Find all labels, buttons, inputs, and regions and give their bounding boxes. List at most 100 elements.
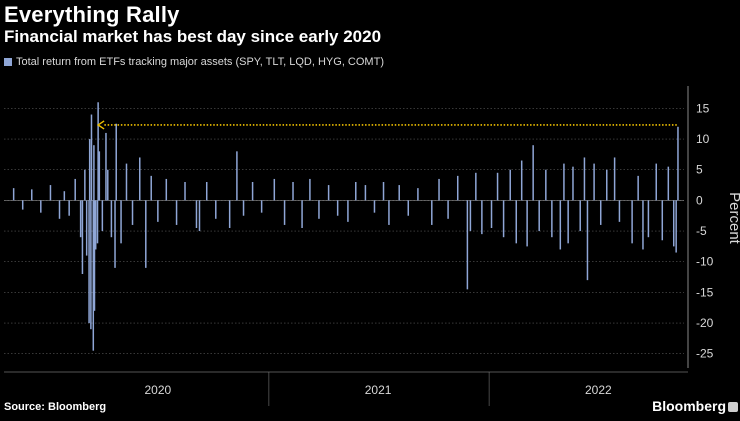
data-bar <box>90 114 93 201</box>
data-bar <box>260 200 263 213</box>
data-bar <box>447 200 449 219</box>
data-bar <box>85 200 88 256</box>
chart-subtitle: Financial market has best day since earl… <box>4 27 382 46</box>
y-tick-label: 5 <box>696 163 703 177</box>
data-bar <box>545 169 547 201</box>
data-bar <box>12 188 15 201</box>
data-bar <box>642 200 644 250</box>
data-bar <box>93 200 96 311</box>
data-bar <box>364 185 367 201</box>
data-bar <box>456 175 459 201</box>
data-bar <box>98 151 101 201</box>
data-bar <box>431 200 433 225</box>
y-tick-label: -10 <box>696 255 714 269</box>
data-bar <box>586 200 589 281</box>
data-bar <box>559 200 562 250</box>
data-bar <box>647 200 650 238</box>
data-bar <box>490 200 493 228</box>
chart-title: Everything Rally <box>4 2 180 27</box>
y-tick-label: -25 <box>696 347 714 361</box>
data-bar <box>242 200 245 216</box>
data-bar <box>88 200 90 324</box>
data-bar <box>677 126 679 201</box>
data-bar <box>309 178 311 201</box>
data-bar <box>157 200 159 222</box>
data-bar <box>475 172 477 201</box>
data-bar <box>407 200 410 216</box>
data-bar <box>115 123 117 201</box>
data-bar <box>105 132 107 201</box>
data-bar <box>120 200 122 244</box>
y-tick-label: -20 <box>696 316 714 330</box>
data-bar <box>273 178 276 201</box>
x-tick-label: 2022 <box>585 383 612 397</box>
data-bar <box>373 200 376 213</box>
brand-badge-icon <box>728 402 738 412</box>
data-bar <box>327 185 330 201</box>
data-bar <box>101 200 104 232</box>
y-tick-label: -15 <box>696 285 714 299</box>
data-bar <box>93 145 95 201</box>
data-bar <box>502 200 505 238</box>
source-note: Source: Bloomberg <box>4 401 107 413</box>
y-axis-label: Percent <box>726 192 740 245</box>
data-bar <box>593 163 595 201</box>
data-bar <box>215 200 217 219</box>
data-bar <box>184 182 186 201</box>
legend-label: Total return from ETFs tracking major as… <box>16 56 384 68</box>
data-bar <box>637 175 639 201</box>
x-tick-label: 2021 <box>365 383 392 397</box>
data-bar <box>438 178 440 201</box>
data-bar <box>292 182 294 201</box>
data-bar <box>572 166 574 201</box>
data-bar <box>398 185 400 201</box>
data-bar <box>515 200 518 244</box>
data-bar <box>97 102 99 201</box>
data-bar <box>68 200 70 216</box>
data-bar <box>667 166 670 201</box>
data-bar <box>388 200 390 225</box>
data-bar <box>347 200 349 222</box>
data-bar <box>150 175 152 201</box>
data-bar <box>355 182 357 201</box>
y-tick-label: 15 <box>696 101 710 115</box>
legend: Total return from ETFs tracking major as… <box>4 56 384 68</box>
data-bar <box>466 200 469 290</box>
x-tick-label: 2020 <box>145 383 172 397</box>
data-bar <box>469 200 472 232</box>
data-bar <box>114 200 116 268</box>
data-bar <box>228 200 231 228</box>
data-bar <box>236 151 238 201</box>
data-bar <box>92 200 95 351</box>
data-bar <box>318 200 320 219</box>
data-bar <box>509 169 511 201</box>
bars-layer <box>12 102 679 351</box>
data-bar <box>606 169 608 201</box>
grid-layer <box>4 108 684 355</box>
data-bar <box>655 163 657 201</box>
data-bar <box>496 172 499 201</box>
data-bar <box>58 200 61 219</box>
data-bar <box>618 200 621 222</box>
data-bar <box>526 200 528 247</box>
data-bar <box>283 200 286 225</box>
data-bar <box>49 185 52 201</box>
data-bar <box>81 200 84 274</box>
data-bar <box>40 200 42 213</box>
data-bar <box>481 200 483 235</box>
legend-swatch <box>4 58 12 66</box>
brand-logo: Bloomberg <box>652 398 726 414</box>
data-bar <box>251 182 254 201</box>
data-bar <box>520 160 523 201</box>
data-bar <box>110 200 113 238</box>
data-bar <box>125 163 128 201</box>
y-tick-label: -5 <box>696 224 707 238</box>
data-bar <box>88 139 91 201</box>
data-bar <box>21 200 24 210</box>
y-tick-label: 10 <box>696 132 710 146</box>
data-bar <box>139 157 141 201</box>
data-bar <box>175 200 178 225</box>
data-bar <box>417 188 419 201</box>
data-bar <box>631 200 633 244</box>
